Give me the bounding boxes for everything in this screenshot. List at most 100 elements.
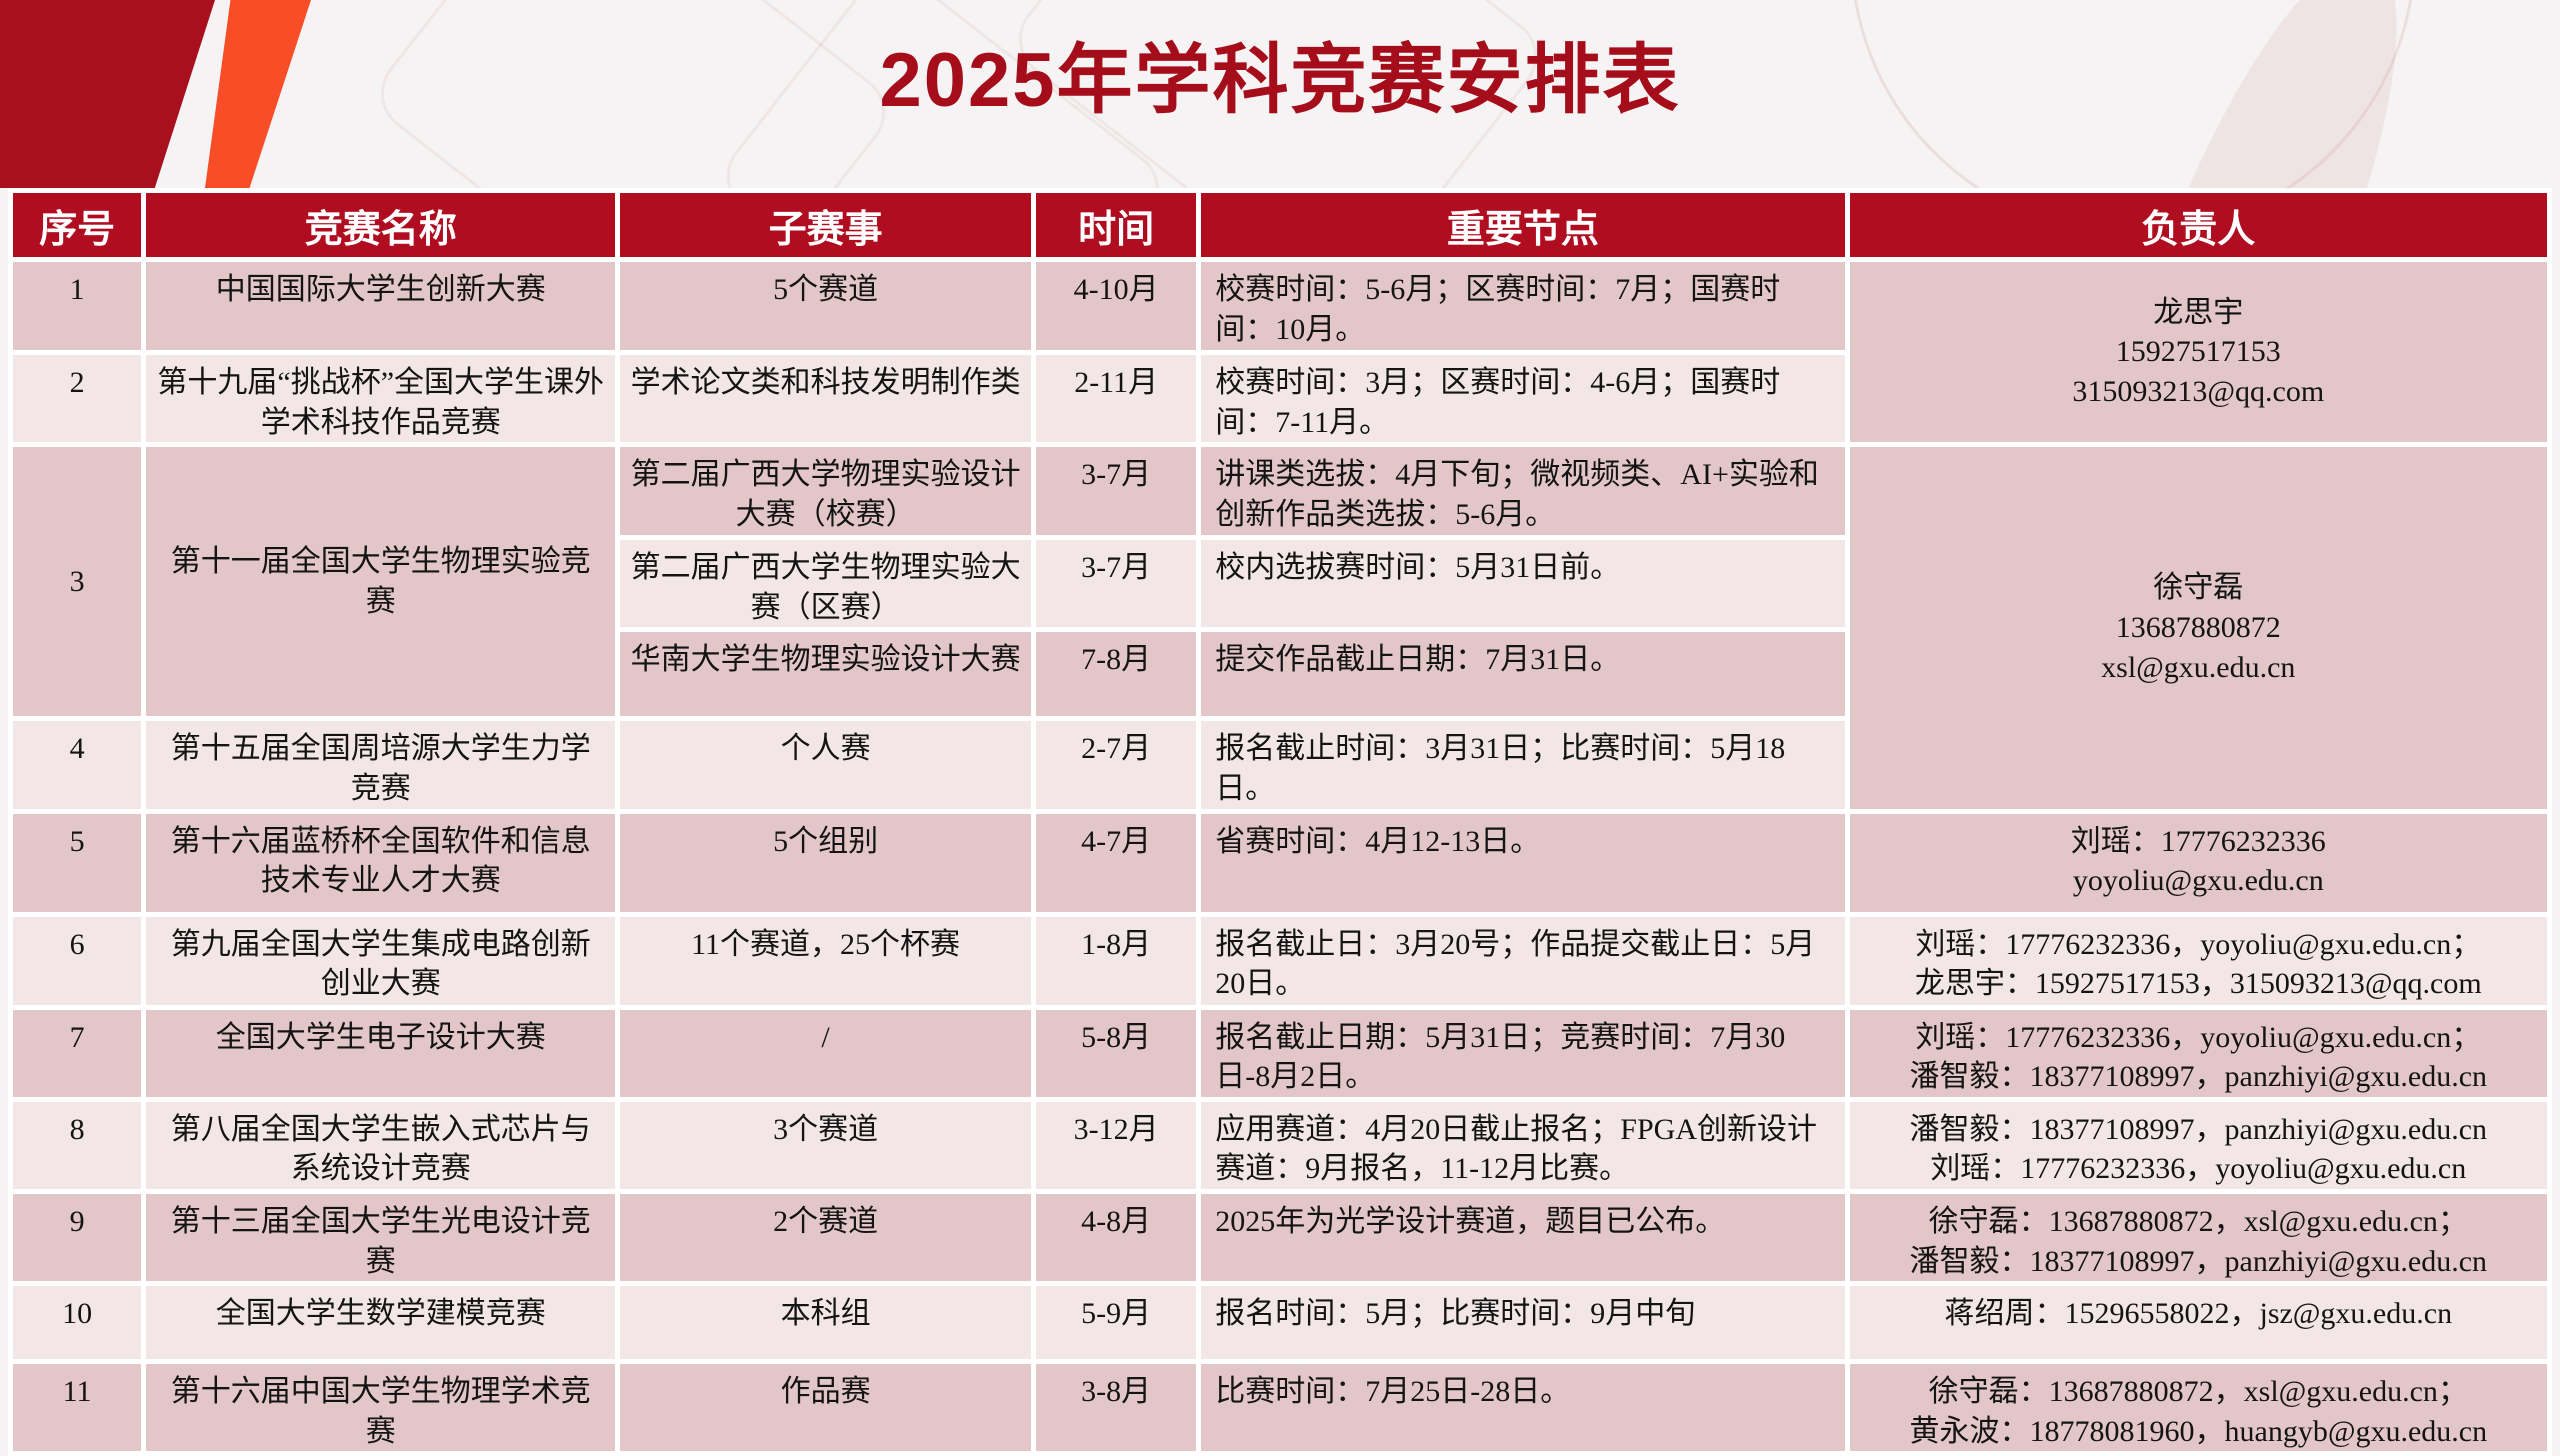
cell-sub-event: 作品赛 bbox=[620, 1364, 1031, 1452]
cell-sub-event: 华南大学生物理实验设计大赛 bbox=[620, 632, 1031, 717]
cell-serial: 1 bbox=[13, 262, 142, 350]
table-row: 4 第十五届全国周培源大学生力学竞赛 个人赛 2-7月 报名截止时间：3月31日… bbox=[13, 721, 2547, 809]
cell-milestone: 省赛时间：4月12-13日。 bbox=[1201, 813, 1845, 912]
table-row: 8 第八届全国大学生嵌入式芯片与系统设计竞赛 3个赛道 3-12月 应用赛道：4… bbox=[13, 1101, 2547, 1189]
cell-sub-event: 个人赛 bbox=[620, 721, 1031, 809]
cell-time: 7-8月 bbox=[1035, 632, 1197, 717]
leader-line: 刘瑶：17776232336，yoyoliu@gxu.edu.cn bbox=[1930, 1152, 2467, 1186]
cell-serial: 4 bbox=[13, 721, 142, 809]
cell-sub-event: 5个组别 bbox=[620, 813, 1031, 912]
cell-competition-name: 第十三届全国大学生光电设计竞赛 bbox=[146, 1193, 616, 1282]
table-row: 7 全国大学生电子设计大赛 / 5-8月 报名截止日期：5月31日；竞赛时间：7… bbox=[13, 1009, 2547, 1097]
cell-milestone: 应用赛道：4月20日截止报名；FPGA创新设计赛道：9月报名，11-12月比赛。 bbox=[1201, 1101, 1845, 1189]
cell-milestone: 2025年为光学设计赛道，题目已公布。 bbox=[1201, 1193, 1845, 1282]
cell-sub-event: 2个赛道 bbox=[620, 1193, 1031, 1282]
leader-line: 徐守磊：13687880872，xsl@gxu.edu.cn； bbox=[1928, 1375, 2468, 1409]
cell-competition-name: 全国大学生数学建模竞赛 bbox=[146, 1286, 616, 1360]
cell-leader: 刘瑶：17776232336，yoyoliu@gxu.edu.cn； 龙思宇：1… bbox=[1849, 916, 2547, 1005]
cell-competition-name: 第十五届全国周培源大学生力学竞赛 bbox=[146, 721, 616, 809]
cell-milestone: 校赛时间：5-6月；区赛时间：7月；国赛时间：10月。 bbox=[1201, 262, 1845, 350]
column-header-milestones: 重要节点 bbox=[1201, 193, 1845, 257]
table-row: 1 中国国际大学生创新大赛 5个赛道 4-10月 校赛时间：5-6月；区赛时间：… bbox=[13, 262, 2547, 443]
leader-line: 徐守磊 bbox=[2153, 571, 2244, 605]
leader-line: 13687880872 bbox=[2115, 611, 2281, 645]
cell-time: 3-7月 bbox=[1035, 447, 1197, 536]
cell-milestone: 讲课类选拔：4月下旬；微视频类、AI+实验和创新作品类选拔：5-6月。 bbox=[1201, 447, 1845, 536]
cell-competition-name: 全国大学生电子设计大赛 bbox=[146, 1009, 616, 1097]
cell-time: 3-7月 bbox=[1035, 540, 1197, 628]
cell-competition-name: 第十一届全国大学生物理实验竞赛 bbox=[146, 447, 616, 717]
table-row: 第二届广西大学生物理实验大赛（区赛） 3-7月 校内选拔赛时间：5月31日前。 bbox=[13, 540, 2547, 628]
leader-line: xsl@gxu.edu.cn bbox=[2101, 650, 2296, 684]
cell-time: 4-8月 bbox=[1035, 1193, 1197, 1282]
table-row: 6 第九届全国大学生集成电路创新创业大赛 11个赛道，25个杯赛 1-8月 报名… bbox=[13, 916, 2547, 1005]
cell-milestone: 校赛时间：3月；区赛时间：4-6月；国赛时间：7-11月。 bbox=[1201, 355, 1845, 443]
cell-leader: 潘智毅：18377108997，panzhiyi@gxu.edu.cn 刘瑶：1… bbox=[1849, 1101, 2547, 1189]
cell-time: 5-9月 bbox=[1035, 1286, 1197, 1360]
table-row: 5 第十六届蓝桥杯全国软件和信息技术专业人才大赛 5个组别 4-7月 省赛时间：… bbox=[13, 813, 2547, 912]
column-header-leader: 负责人 bbox=[1849, 193, 2547, 257]
cell-sub-event: 第二届广西大学生物理实验大赛（区赛） bbox=[620, 540, 1031, 628]
cell-milestone: 报名截止时间：3月31日；比赛时间：5月18日。 bbox=[1201, 721, 1845, 809]
cell-leader: 刘瑶：17776232336，yoyoliu@gxu.edu.cn； 潘智毅：1… bbox=[1849, 1009, 2547, 1097]
cell-milestone: 比赛时间：7月25日-28日。 bbox=[1201, 1364, 1845, 1452]
cell-competition-name: 第九届全国大学生集成电路创新创业大赛 bbox=[146, 916, 616, 1005]
cell-milestone: 报名截止日期：5月31日；竞赛时间：7月30日-8月2日。 bbox=[1201, 1009, 1845, 1097]
table-header-row: 序号 竞赛名称 子赛事 时间 重要节点 负责人 bbox=[13, 193, 2547, 257]
leader-line: 刘瑶：17776232336 bbox=[2070, 824, 2326, 858]
leader-line: yoyoliu@gxu.edu.cn bbox=[2072, 864, 2324, 898]
table-row: 3 第十一届全国大学生物理实验竞赛 第二届广西大学物理实验设计大赛（校赛） 3-… bbox=[13, 447, 2547, 809]
cell-leader: 龙思宇 15927517153 315093213@qq.com bbox=[1849, 262, 2547, 443]
column-header-time: 时间 bbox=[1035, 193, 1197, 257]
leader-line: 龙思宇 bbox=[2153, 295, 2244, 329]
leader-line: 潘智毅：18377108997，panzhiyi@gxu.edu.cn bbox=[1909, 1060, 2488, 1094]
cell-serial: 7 bbox=[13, 1009, 142, 1097]
page-title: 2025年学科竞赛安排表 bbox=[879, 38, 1681, 123]
cell-sub-event: 5个赛道 bbox=[620, 262, 1031, 350]
cell-time: 2-7月 bbox=[1035, 721, 1197, 809]
top-banner: 2025年学科竞赛安排表 bbox=[0, 0, 2560, 188]
column-header-competition-name: 竞赛名称 bbox=[146, 193, 616, 257]
cell-leader: 蒋绍周：15296558022，jsz@gxu.edu.cn bbox=[1849, 1286, 2547, 1360]
cell-leader: 徐守磊：13687880872，xsl@gxu.edu.cn； 黄永波：1877… bbox=[1849, 1364, 2547, 1452]
cell-serial: 2 bbox=[13, 355, 142, 443]
cell-time: 1-8月 bbox=[1035, 916, 1197, 1005]
cell-serial: 6 bbox=[13, 916, 142, 1005]
cell-serial: 9 bbox=[13, 1193, 142, 1282]
cell-competition-name: 第十六届蓝桥杯全国软件和信息技术专业人才大赛 bbox=[146, 813, 616, 912]
cell-competition-name: 第十六届中国大学生物理学术竞赛 bbox=[146, 1364, 616, 1452]
cell-time: 3-12月 bbox=[1035, 1101, 1197, 1189]
cell-milestone: 报名截止日：3月20号；作品提交截止日：5月20日。 bbox=[1201, 916, 1845, 1005]
column-header-sub-event: 子赛事 bbox=[620, 193, 1031, 257]
leader-line: 龙思宇：15927517153，315093213@qq.com bbox=[1914, 967, 2482, 1001]
competition-table: 序号 竞赛名称 子赛事 时间 重要节点 负责人 1 中国国际大学生创新大赛 5个… bbox=[8, 188, 2552, 1456]
cell-milestone: 提交作品截止日期：7月31日。 bbox=[1201, 632, 1845, 717]
cell-competition-name: 第八届全国大学生嵌入式芯片与系统设计竞赛 bbox=[146, 1101, 616, 1189]
column-header-serial: 序号 bbox=[13, 193, 142, 257]
cell-milestone: 校内选拔赛时间：5月31日前。 bbox=[1201, 540, 1845, 628]
cell-competition-name: 第十九届“挑战杯”全国大学生课外学术科技作品竞赛 bbox=[146, 355, 616, 443]
table-row: 11 第十六届中国大学生物理学术竞赛 作品赛 3-8月 比赛时间：7月25日-2… bbox=[13, 1364, 2547, 1452]
cell-time: 5-8月 bbox=[1035, 1009, 1197, 1097]
cell-competition-name: 中国国际大学生创新大赛 bbox=[146, 262, 616, 350]
leader-line: 刘瑶：17776232336，yoyoliu@gxu.edu.cn； bbox=[1915, 1020, 2482, 1054]
table-row: 10 全国大学生数学建模竞赛 本科组 5-9月 报名时间：5月；比赛时间：9月中… bbox=[13, 1286, 2547, 1360]
cell-time: 4-7月 bbox=[1035, 813, 1197, 912]
leader-line: 蒋绍周：15296558022，jsz@gxu.edu.cn bbox=[1944, 1297, 2453, 1331]
leader-line: 潘智毅：18377108997，panzhiyi@gxu.edu.cn bbox=[1909, 1112, 2488, 1146]
cell-time: 2-11月 bbox=[1035, 355, 1197, 443]
cell-sub-event: 11个赛道，25个杯赛 bbox=[620, 916, 1031, 1005]
cell-sub-event: 3个赛道 bbox=[620, 1101, 1031, 1189]
cell-serial: 8 bbox=[13, 1101, 142, 1189]
cell-serial: 5 bbox=[13, 813, 142, 912]
table-row: 华南大学生物理实验设计大赛 7-8月 提交作品截止日期：7月31日。 bbox=[13, 632, 2547, 717]
cell-sub-event: 本科组 bbox=[620, 1286, 1031, 1360]
table-row: 9 第十三届全国大学生光电设计竞赛 2个赛道 4-8月 2025年为光学设计赛道… bbox=[13, 1193, 2547, 1282]
table-row: 2 第十九届“挑战杯”全国大学生课外学术科技作品竞赛 学术论文类和科技发明制作类… bbox=[13, 355, 2547, 443]
leader-line: 徐守磊：13687880872，xsl@gxu.edu.cn； bbox=[1928, 1204, 2468, 1238]
cell-leader: 刘瑶：17776232336 yoyoliu@gxu.edu.cn bbox=[1849, 813, 2547, 912]
cell-serial: 10 bbox=[13, 1286, 142, 1360]
leader-line: 15927517153 bbox=[2115, 335, 2281, 369]
leader-line: 刘瑶：17776232336，yoyoliu@gxu.edu.cn； bbox=[1915, 927, 2482, 961]
cell-leader: 徐守磊：13687880872，xsl@gxu.edu.cn； 潘智毅：1837… bbox=[1849, 1193, 2547, 1282]
